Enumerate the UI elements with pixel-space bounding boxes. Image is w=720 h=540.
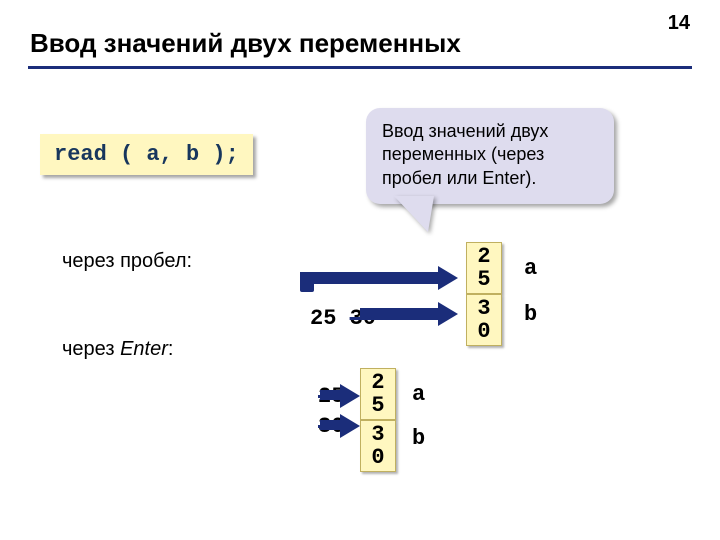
page-number: 14 — [668, 12, 690, 35]
var-label-space-b: b — [524, 302, 537, 327]
callout-tail — [394, 196, 434, 232]
var-label-space-a: a — [524, 256, 537, 281]
var-box-enter-a: 25 — [360, 368, 396, 420]
code-snippet: read ( a, b ); — [40, 134, 253, 175]
arrow-enter-a — [320, 390, 342, 400]
label-via-space: через пробел: — [62, 250, 192, 273]
arrow-enter-b — [320, 420, 342, 430]
slide-title: Ввод значений двух переменных — [30, 28, 461, 59]
var-box-enter-b: 30 — [360, 420, 396, 472]
var-box-space-b: 30 — [466, 294, 502, 346]
var-label-enter-b: b — [412, 426, 425, 451]
arrow-to-box-b — [360, 308, 440, 320]
title-underline — [28, 66, 692, 69]
label-via-enter: через Enter: — [62, 338, 173, 361]
callout-box: Ввод значений двух переменных (через про… — [366, 108, 614, 204]
input-space-val1: 25 — [310, 306, 336, 331]
var-label-enter-a: a — [412, 382, 425, 407]
var-box-space-a: 25 — [466, 242, 502, 294]
arrow-to-box-a — [300, 272, 440, 284]
